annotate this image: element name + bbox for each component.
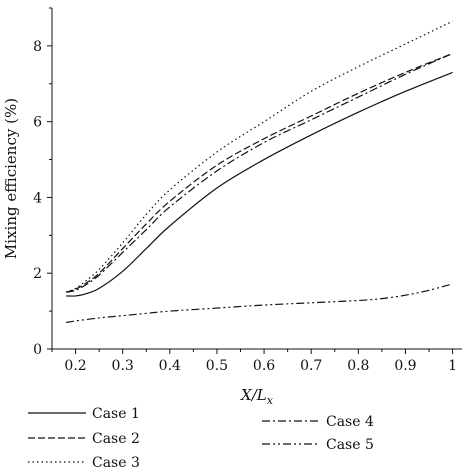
series-line-case-1 xyxy=(66,71,453,297)
legend: Case 1 Case 2 Case 3 Case 4 Case 5 xyxy=(28,406,374,471)
x-tick-label: 0.6 xyxy=(253,358,275,374)
y-ticks: 0 2 4 6 8 xyxy=(33,7,52,358)
x-tick-label: 0.8 xyxy=(347,358,369,374)
series-line-case-4 xyxy=(66,52,453,293)
x-ticks: 0.2 0.3 0.4 0.5 0.6 0.7 0.8 0.9 1 xyxy=(51,349,457,374)
series-line-case-5 xyxy=(66,283,453,324)
series-line-case-3 xyxy=(65,20,453,293)
axes xyxy=(51,8,462,350)
y-tick-label: 8 xyxy=(33,39,42,55)
y-tick-label: 0 xyxy=(33,342,42,358)
legend-label-case-3: Case 3 xyxy=(92,455,140,471)
x-axis-label-sub: x xyxy=(267,394,274,407)
x-tick-label: 0.9 xyxy=(394,358,416,374)
y-tick-label: 6 xyxy=(33,115,42,131)
x-tick-label: 0.7 xyxy=(300,358,322,374)
x-tick-label: 1 xyxy=(448,358,457,374)
x-tick-label: 0.5 xyxy=(206,358,228,374)
x-tick-label: 0.3 xyxy=(112,358,134,374)
x-axis-label: X/Lx xyxy=(240,386,274,407)
legend-label-case-2: Case 2 xyxy=(92,431,140,447)
x-tick-label: 0.4 xyxy=(159,358,181,374)
y-axis-label: Mixing efficiency (%) xyxy=(2,98,20,259)
x-tick-label: 0.2 xyxy=(64,358,86,374)
legend-label-case-4: Case 4 xyxy=(326,414,374,430)
y-tick-label: 2 xyxy=(33,266,42,282)
legend-label-case-1: Case 1 xyxy=(92,406,140,422)
series-line-case-2 xyxy=(65,52,453,293)
plot-series xyxy=(65,20,453,324)
y-tick-label: 4 xyxy=(33,190,42,206)
legend-label-case-5: Case 5 xyxy=(326,437,374,453)
x-axis-label-base: X/L xyxy=(240,386,267,404)
